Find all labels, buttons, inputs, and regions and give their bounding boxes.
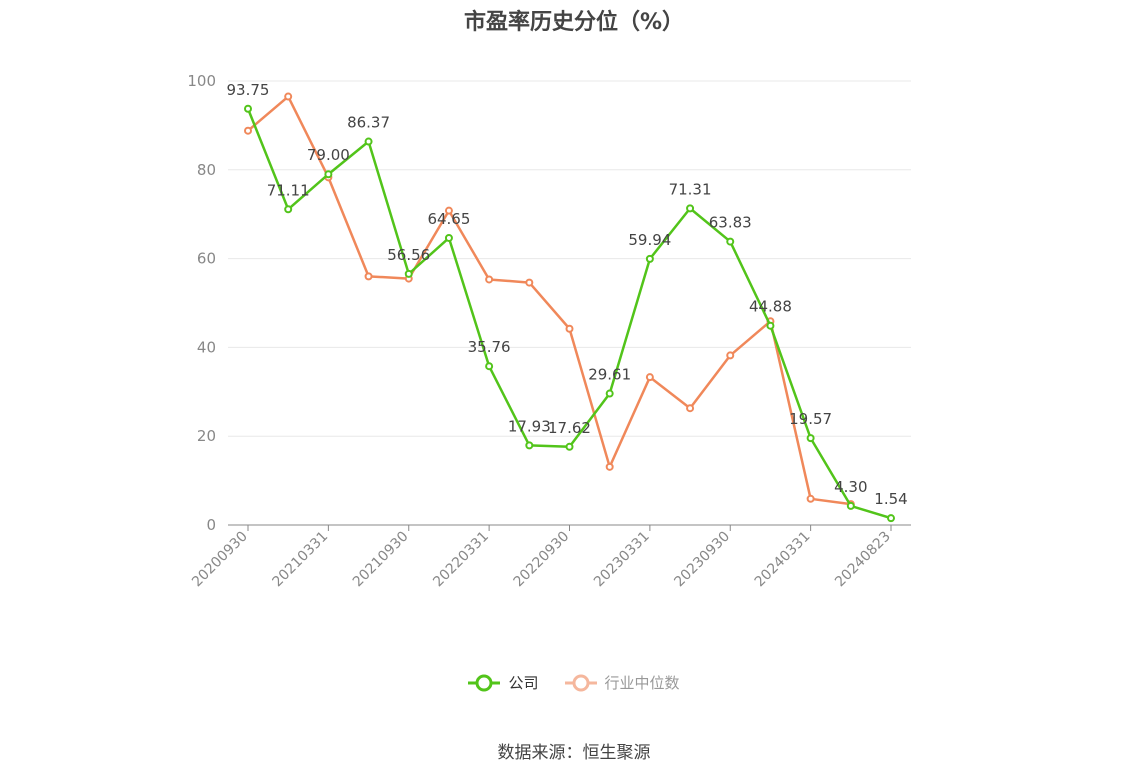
x-tick-label: 20210331 [269,529,331,591]
x-tick-label: 20240331 [752,529,814,591]
x-tick-label: 20220930 [511,529,573,591]
x-tick-label: 20230930 [671,529,733,591]
data-point-company [244,104,252,113]
data-label: 64.65 [427,210,470,228]
data-label: 44.88 [749,298,792,316]
legend-company-marker-icon [468,674,501,691]
data-point-industry [444,206,453,215]
data-point-company [605,389,614,398]
data-label: 86.37 [347,114,390,132]
data-point-industry [726,351,735,360]
x-tick-label: 20240823 [832,529,894,591]
data-source-note: 数据来源：恒生聚源 [497,743,651,763]
y-tick-label: 100 [187,72,216,90]
data-label: 29.61 [588,366,631,384]
data-point-company [404,269,413,278]
data-point-company [645,254,654,263]
data-label: 59.94 [628,231,671,249]
data-point-industry [284,92,293,101]
data-label: 17.93 [508,417,551,435]
data-label: 71.31 [669,180,712,198]
data-label: 35.76 [468,338,511,356]
chart-title: 市盈率历史分位（%） [463,10,685,35]
line-chart: 0 20 40 60 80 100 20200930 20210331 20210930 2022… [187,72,911,591]
data-point-industry [686,404,695,413]
data-point-company [846,501,855,510]
y-tick-label: 60 [197,250,216,268]
y-tick-label: 20 [197,427,216,445]
legend-item-company[interactable]: 公司 [468,672,539,693]
legend-industry-label: 行业中位数 [604,674,680,692]
data-point-company [686,204,695,213]
data-label: 79.00 [307,146,350,164]
data-point-industry [364,272,373,281]
data-label: 63.83 [709,214,752,232]
data-point-company [444,233,453,242]
data-point-company [284,205,293,214]
data-label: 17.62 [548,419,591,437]
y-tick-label: 80 [197,161,216,179]
y-tick-label: 40 [197,338,216,356]
data-point-company [364,137,373,146]
data-label: 1.54 [874,490,907,508]
data-label: 71.11 [267,181,310,199]
data-point-company [485,362,494,371]
data-point-company [525,441,534,450]
data-point-industry [525,278,534,287]
chart-legend: 公司 行业中位数 [0,672,1148,693]
data-point-industry [485,275,494,284]
data-point-company [766,321,775,330]
data-point-industry [605,462,614,471]
data-point-company [806,434,815,443]
series-line-industry [247,95,851,506]
data-label: 19.57 [789,410,832,428]
data-label: 4.30 [834,478,867,496]
data-point-company [565,442,574,451]
x-tick-label: 20210930 [350,529,412,591]
data-point-company [726,237,735,246]
data-label: 93.75 [227,81,270,99]
data-point-industry [645,373,654,382]
x-tick-label: 20220331 [430,529,492,591]
y-tick-label: 0 [206,516,216,534]
data-point-industry [565,324,574,333]
x-tick-label: 20200930 [189,529,251,591]
data-label: 56.56 [387,246,430,264]
data-point-company [887,514,895,523]
legend-company-label: 公司 [508,674,539,692]
data-point-industry [244,126,252,135]
data-point-industry [806,494,815,503]
legend-item-industry[interactable]: 行业中位数 [564,672,680,693]
x-tick-label: 20230331 [591,529,653,591]
legend-industry-marker-icon [564,674,597,691]
data-point-company [324,170,333,179]
